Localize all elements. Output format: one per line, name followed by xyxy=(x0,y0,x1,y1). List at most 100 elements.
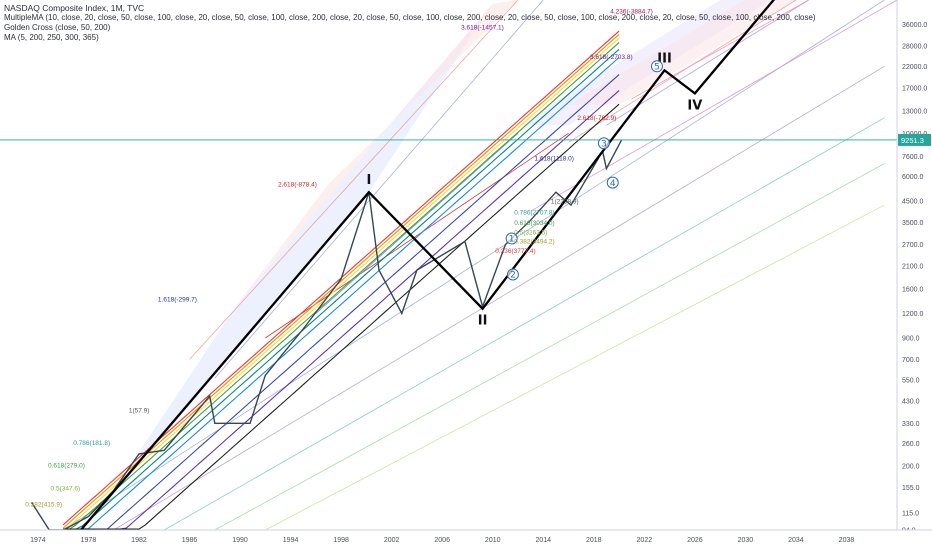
legend-golden-cross[interactable]: Golden Cross (close, 50, 200) xyxy=(4,23,111,32)
legend-multiple-ma[interactable]: MultipleMA (10, close, 20, close, 50, cl… xyxy=(4,13,816,22)
x-tick-16: 2038 xyxy=(839,537,855,544)
wave-label-i: I xyxy=(366,173,371,188)
x-tick-6: 1998 xyxy=(333,537,349,544)
fib-label-12: 0.382(3494.2) xyxy=(514,239,554,246)
wave-label-ii: II xyxy=(478,314,488,329)
legend-ma[interactable]: MA (5, 200, 250, 300, 365) xyxy=(4,33,99,42)
fan-line-12 xyxy=(631,0,809,100)
subwave-label-3: 3 xyxy=(601,139,607,149)
y-tick-23: 36000.0 xyxy=(902,22,927,29)
price-axis-bg xyxy=(897,0,932,550)
x-tick-9: 2010 xyxy=(485,537,501,544)
subwave-label-2: 2 xyxy=(510,271,516,281)
fan-line-11 xyxy=(606,0,809,126)
fib-label-17: 4.236(-3884.7) xyxy=(610,8,653,15)
ma-line-1 xyxy=(62,33,620,529)
y-tick-20: 17000.0 xyxy=(902,86,927,93)
fib-label-14: 1.618(1118.0) xyxy=(534,156,574,163)
subwave-label-5: 5 xyxy=(654,63,660,73)
x-tick-5: 1994 xyxy=(283,537,299,544)
fib-label-15: 2.618(-792.9) xyxy=(577,115,616,122)
y-tick-9: 900.0 xyxy=(902,335,920,342)
x-tick-8: 2006 xyxy=(434,537,450,544)
label-layer: 1(57.9) 0.786(181.8) 0.618(279.0) 0.5(347.6… xyxy=(25,8,653,508)
price-series-line xyxy=(30,139,623,531)
fib-label-8: 1(2298.9) xyxy=(551,199,579,206)
fib-label-1: 0.786(181.8) xyxy=(73,440,110,447)
fib-label-9: 0.786(2707.8) xyxy=(514,209,554,216)
x-tick-2: 1982 xyxy=(131,537,147,544)
x-tick-15: 2034 xyxy=(788,537,804,544)
fib-label-13: 0.236(3777.4) xyxy=(495,248,535,255)
x-tick-14: 2030 xyxy=(738,537,754,544)
y-tick-11: 1600.0 xyxy=(902,287,924,294)
x-tick-12: 2022 xyxy=(637,537,653,544)
x-tick-11: 2018 xyxy=(586,537,602,544)
elliott-wave-line xyxy=(80,0,776,531)
y-tick-7: 550.0 xyxy=(902,377,920,384)
ma-line-4 xyxy=(63,48,620,530)
fan-line-9 xyxy=(530,0,898,212)
subwave-circle-2 xyxy=(506,268,519,281)
fib-label-5: 1.618(-299.7) xyxy=(158,297,197,304)
fib-label-10: 0.618(3034.0) xyxy=(514,220,554,227)
fan-line-5 xyxy=(189,0,519,360)
fib-zone-3 xyxy=(568,0,796,105)
y-tick-19: 13000.0 xyxy=(902,109,927,116)
ma-line-8 xyxy=(63,103,620,530)
chart-legend: NASDAQ Composite Index, 1M, TVC Multiple… xyxy=(4,3,816,43)
ma-line-3 xyxy=(63,42,620,530)
y-tick-21: 22000.0 xyxy=(902,64,927,71)
ma-line-6 xyxy=(63,74,620,530)
x-tick-7: 2002 xyxy=(384,537,400,544)
y-tick-12: 2100.0 xyxy=(902,263,924,270)
x-tick-13: 2026 xyxy=(687,537,703,544)
ma-line-2 xyxy=(62,37,620,530)
subwave-label-4: 4 xyxy=(610,179,616,189)
legend-title[interactable]: NASDAQ Composite Index, 1M, TVC xyxy=(4,3,145,13)
fib-label-11: 0.5(3263.5) xyxy=(514,229,547,236)
fan-line-10 xyxy=(568,0,797,143)
y-tick-17: 7600.0 xyxy=(902,154,924,161)
subwave-circle-4 xyxy=(606,176,619,189)
ma-line-7 xyxy=(63,90,620,530)
fib-zone-0 xyxy=(98,3,493,513)
fan-line-0 xyxy=(62,0,885,531)
subwave-circle-1 xyxy=(505,232,518,245)
chart-background-layer xyxy=(62,0,898,531)
y-tick-15: 4500.0 xyxy=(902,199,924,206)
y-tick-16: 6000.0 xyxy=(902,174,924,181)
subwave-circle-3 xyxy=(597,137,610,150)
y-tick-14: 3500.0 xyxy=(902,220,924,227)
price-badge-text: 9251.3 xyxy=(901,136,924,145)
fan-line-8 xyxy=(315,133,519,314)
y-tick-4: 260.0 xyxy=(902,441,920,448)
y-tick-22: 28000.0 xyxy=(902,43,927,50)
fan-line-3 xyxy=(214,163,885,531)
subwave-label-1: 1 xyxy=(509,235,515,245)
fib-label-2: 0.618(279.0) xyxy=(48,463,85,470)
fib-label-4: 0.382(415.9) xyxy=(25,501,62,508)
y-tick-3: 200.0 xyxy=(902,463,920,470)
x-tick-4: 1990 xyxy=(232,537,248,544)
y-tick-10: 1200.0 xyxy=(902,311,924,318)
fan-line-6 xyxy=(214,0,544,379)
y-tick-2: 155.0 xyxy=(902,485,920,492)
x-tick-0: 1974 xyxy=(30,537,46,544)
y-tick-5: 330.0 xyxy=(902,421,920,428)
y-tick-1: 115.0 xyxy=(902,510,919,517)
time-axis-bg xyxy=(0,530,932,550)
x-tick-3: 1986 xyxy=(182,537,198,544)
price-badge xyxy=(898,133,931,146)
x-tick-10: 2014 xyxy=(535,537,551,544)
fib-label-6: 2.618(-878.4) xyxy=(278,181,317,188)
y-tick-6: 430.0 xyxy=(902,398,920,405)
fan-line-1 xyxy=(113,65,885,531)
wave-label-iv: IV xyxy=(687,98,702,113)
subwave-circle-5 xyxy=(650,60,663,73)
fib-label-3: 0.5(347.6) xyxy=(51,485,81,492)
fib-label-0: 1(57.9) xyxy=(129,407,150,414)
